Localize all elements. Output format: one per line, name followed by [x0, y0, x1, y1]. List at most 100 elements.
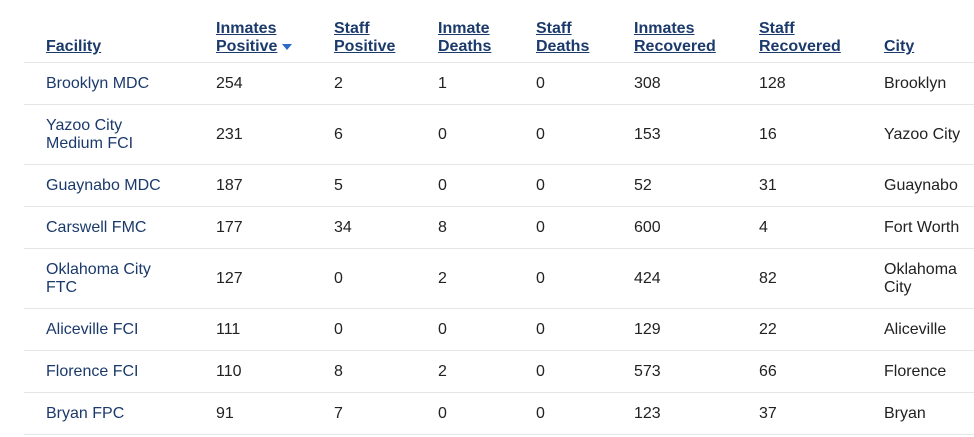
city-text: Bryan — [884, 404, 926, 422]
cell-inmates-recovered: 153 — [612, 104, 737, 165]
cell-facility[interactable]: Florence FCI — [24, 350, 194, 393]
facility-link-text[interactable]: Guaynabo MDC — [46, 176, 161, 194]
cell-facility[interactable]: Yazoo City Medium FCI — [24, 104, 194, 165]
facility-link-text[interactable]: Bryan FPC — [46, 404, 125, 422]
column-header-staff-recovered[interactable]: Staff Recovered — [737, 0, 862, 63]
city-text: Fort Worth — [884, 218, 960, 236]
sort-link-staff-positive[interactable]: Staff Positive — [334, 20, 396, 55]
cell-city: Brooklyn — [862, 62, 974, 105]
cell-inmates-positive: 254 — [194, 62, 312, 105]
cell-staff-positive: 0 — [312, 248, 416, 309]
cell-inmate-deaths: 0 — [416, 392, 514, 435]
sort-link-inmates-positive[interactable]: Inmates Positive — [216, 20, 278, 55]
facility-link-text[interactable]: Yazoo City — [46, 116, 123, 134]
sort-descending-arrow-icon[interactable] — [282, 43, 293, 50]
table-row: Aliceville FCI 111 0 0 0 129 22 Aliceville — [24, 308, 974, 351]
table-body: Brooklyn MDC 254 2 1 0 308 128 Brooklyn Yazoo Ci… — [24, 62, 974, 435]
cell-inmates-recovered: 52 — [612, 164, 737, 207]
cell-inmates-positive: 91 — [194, 392, 312, 435]
cell-facility[interactable]: Carswell FMC — [24, 206, 194, 249]
cell-staff-positive: 5 — [312, 164, 416, 207]
table-row: Bryan FPC 91 7 0 0 123 37 Bryan — [24, 392, 974, 435]
facility-link-text[interactable]: Brooklyn MDC — [46, 74, 150, 92]
cell-inmates-positive: 110 — [194, 350, 312, 393]
facility-link-text[interactable]: Carswell FMC — [46, 218, 147, 236]
cell-staff-positive: 2 — [312, 62, 416, 105]
sort-link-inmate-deaths[interactable]: Inmate Deaths — [438, 20, 492, 55]
city-text: City — [884, 278, 912, 296]
city-text: Aliceville — [884, 320, 947, 338]
facility-link-text[interactable]: FTC — [46, 278, 78, 296]
cell-inmates-positive: 127 — [194, 248, 312, 309]
cell-facility[interactable]: Guaynabo MDC — [24, 164, 194, 207]
table-header-row: Facility Inmates Positive Staff Positive I… — [24, 0, 974, 63]
cell-staff-deaths: 0 — [514, 308, 612, 351]
facility-link-text[interactable]: Aliceville FCI — [46, 320, 139, 338]
cell-staff-recovered: 66 — [737, 350, 862, 393]
column-header-staff-positive[interactable]: Staff Positive — [312, 0, 416, 63]
cell-facility[interactable]: Brooklyn MDC — [24, 62, 194, 105]
cell-inmate-deaths: 0 — [416, 104, 514, 165]
table-row: Yazoo City Medium FCI 231 6 0 0 153 16 Yazoo Cit… — [24, 104, 974, 165]
cell-inmates-recovered: 424 — [612, 248, 737, 309]
cell-staff-recovered: 37 — [737, 392, 862, 435]
cell-staff-deaths: 0 — [514, 248, 612, 309]
city-text: Brooklyn — [884, 74, 947, 92]
cell-city: Guaynabo — [862, 164, 974, 207]
facility-link-text[interactable]: Florence FCI — [46, 362, 139, 380]
cell-staff-positive: 7 — [312, 392, 416, 435]
city-text: Oklahoma — [884, 260, 957, 278]
cell-inmates-recovered: 600 — [612, 206, 737, 249]
cell-staff-recovered: 31 — [737, 164, 862, 207]
column-header-inmates-positive[interactable]: Inmates Positive — [194, 0, 312, 63]
cell-inmate-deaths: 2 — [416, 350, 514, 393]
sort-link-inmates-recovered[interactable]: Inmates Recovered — [634, 20, 716, 55]
cell-staff-positive: 0 — [312, 308, 416, 351]
sort-link-facility[interactable]: Facility — [46, 38, 102, 55]
facility-link-text[interactable]: Oklahoma City — [46, 260, 151, 278]
column-header-inmate-deaths[interactable]: Inmate Deaths — [416, 0, 514, 63]
sort-link-city[interactable]: City — [884, 38, 915, 55]
cell-staff-positive: 8 — [312, 350, 416, 393]
cell-facility[interactable]: Bryan FPC — [24, 392, 194, 435]
facility-link-text[interactable]: Medium FCI — [46, 134, 134, 152]
cell-inmates-positive: 231 — [194, 104, 312, 165]
cell-staff-deaths: 0 — [514, 392, 612, 435]
city-text: Yazoo City — [884, 125, 961, 143]
cell-facility[interactable]: Aliceville FCI — [24, 308, 194, 351]
table-row: Carswell FMC 177 34 8 0 600 4 Fort Worth — [24, 206, 974, 249]
cell-staff-deaths: 0 — [514, 206, 612, 249]
cell-inmates-positive: 187 — [194, 164, 312, 207]
table-row: Brooklyn MDC 254 2 1 0 308 128 Brooklyn — [24, 62, 974, 105]
table-row: Guaynabo MDC 187 5 0 0 52 31 Guaynabo — [24, 164, 974, 207]
cell-staff-recovered: 4 — [737, 206, 862, 249]
column-header-inmates-recovered[interactable]: Inmates Recovered — [612, 0, 737, 63]
cell-city: Oklahoma City — [862, 248, 974, 309]
column-header-city[interactable]: City — [862, 0, 974, 63]
cell-inmates-positive: 177 — [194, 206, 312, 249]
cell-city: Bryan — [862, 392, 974, 435]
cell-city: Aliceville — [862, 308, 974, 351]
cell-inmate-deaths: 8 — [416, 206, 514, 249]
table-row: Oklahoma City FTC 127 0 2 0 424 82 Oklahoma City — [24, 248, 974, 309]
column-header-facility[interactable]: Facility — [24, 0, 194, 63]
cell-inmates-recovered: 573 — [612, 350, 737, 393]
cell-staff-deaths: 0 — [514, 104, 612, 165]
sort-link-staff-deaths[interactable]: Staff Deaths — [536, 20, 590, 55]
cell-staff-deaths: 0 — [514, 164, 612, 207]
cell-inmates-recovered: 129 — [612, 308, 737, 351]
cell-inmate-deaths: 2 — [416, 248, 514, 309]
cell-staff-recovered: 16 — [737, 104, 862, 165]
cell-staff-recovered: 22 — [737, 308, 862, 351]
cell-staff-deaths: 0 — [514, 62, 612, 105]
cell-city: Fort Worth — [862, 206, 974, 249]
sort-link-staff-recovered[interactable]: Staff Recovered — [759, 20, 841, 55]
cell-inmate-deaths: 0 — [416, 164, 514, 207]
cell-inmates-recovered: 123 — [612, 392, 737, 435]
facility-covid-table: Facility Inmates Positive Staff Positive I… — [24, 0, 974, 435]
cell-inmate-deaths: 0 — [416, 308, 514, 351]
cell-staff-positive: 34 — [312, 206, 416, 249]
cell-facility[interactable]: Oklahoma City FTC — [24, 248, 194, 309]
cell-city: Yazoo City — [862, 104, 974, 165]
column-header-staff-deaths[interactable]: Staff Deaths — [514, 0, 612, 63]
